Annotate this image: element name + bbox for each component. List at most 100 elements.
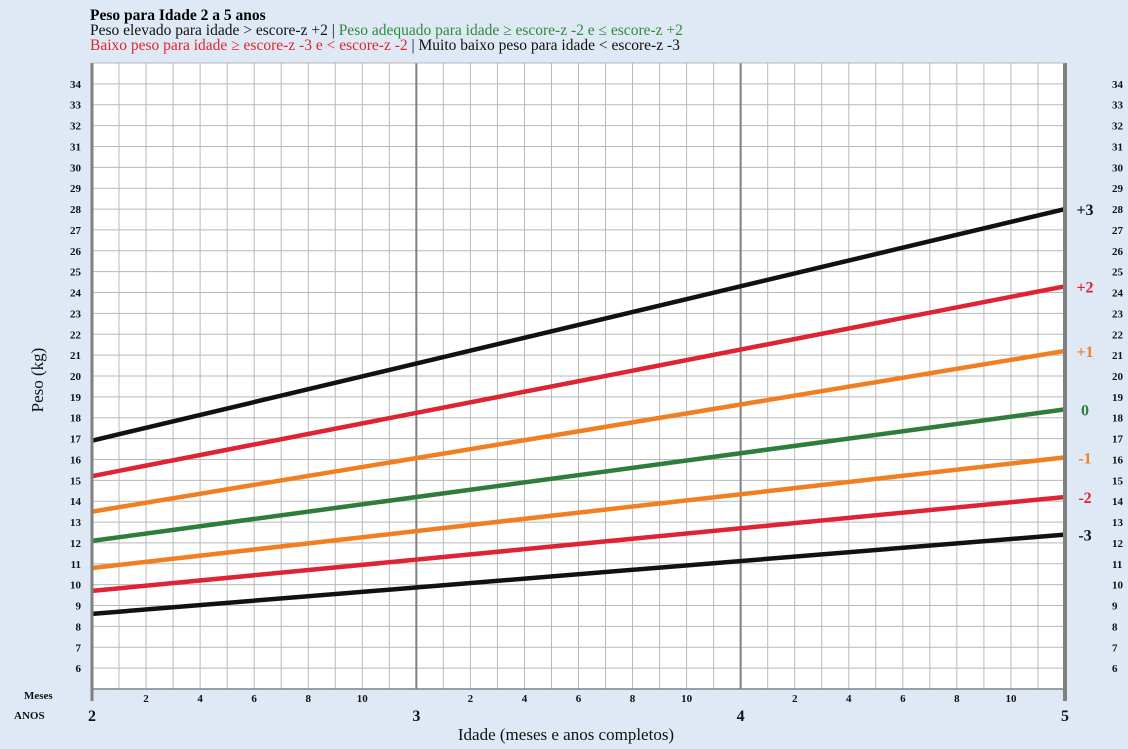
y-tick-label: 27 [1112, 225, 1124, 237]
y-tick-label: 14 [1112, 496, 1124, 508]
y-tick-label: 9 [1112, 601, 1118, 613]
legend-adequate-weight: Peso adequado para idade ≥ escore-z -2 e… [338, 22, 683, 39]
y-tick-label: 9 [76, 601, 82, 613]
x-tick-label-month: 6 [900, 693, 906, 705]
y-tick-label: 16 [70, 454, 82, 466]
y-tick-label: 21 [70, 350, 81, 362]
y-tick-label: 6 [76, 663, 82, 675]
x-tick-label-year: 3 [412, 708, 420, 725]
y-tick-label: 32 [1112, 121, 1124, 133]
y-tick-label: 27 [70, 225, 82, 237]
x-tick-label-month: 2 [143, 693, 149, 705]
y-tick-label: 22 [70, 329, 82, 341]
x-tick-label-month: 4 [522, 693, 528, 705]
y-tick-label: 12 [1112, 538, 1124, 550]
x-tick-label-month: 2 [792, 693, 798, 705]
z-score-line [91, 284, 1066, 479]
y-tick-label: 33 [70, 100, 82, 112]
chart-header: Peso para Idade 2 a 5 anos Peso elevado … [90, 7, 683, 54]
y-tick-label: 34 [1112, 79, 1124, 91]
y-tick-label: 19 [1112, 392, 1124, 404]
y-tick-label: 11 [71, 559, 81, 571]
y-tick-label: 22 [1112, 329, 1124, 341]
x-tick-label-month: 6 [251, 693, 257, 705]
x-tick-label-month: 8 [305, 693, 311, 705]
legend-line-1: Peso elevado para idade > escore-z +2 | … [90, 22, 683, 39]
x-tick-label-year: 2 [88, 708, 96, 725]
y-tick-label: 33 [1112, 100, 1124, 112]
y-tick-label: 10 [1112, 580, 1124, 592]
y-tick-label: 23 [1112, 308, 1124, 320]
x-tick-labels: 2 4 6 8 10 2 4 6 8 10 2 4 6 8 10 2 3 4 5 [88, 693, 1069, 725]
y-tick-label: 20 [70, 371, 82, 383]
y-tick-label: 32 [70, 121, 82, 133]
y-tick-label: 31 [70, 141, 81, 153]
z-score-line [91, 407, 1066, 544]
z-score-line [91, 494, 1066, 594]
y-tick-label: 20 [1112, 371, 1124, 383]
legend-very-low-weight: Muito baixo peso para idade < escore-z -… [418, 37, 680, 54]
y-tick-label: 10 [70, 580, 82, 592]
y-tick-label: 26 [1112, 246, 1124, 258]
y-tick-label: 30 [1112, 162, 1124, 174]
y-tick-label: 8 [1112, 621, 1118, 633]
y-tick-label: 18 [70, 413, 82, 425]
z-score-label: -1 [1078, 450, 1091, 467]
y-tick-labels-left: 6 7 8 9 10 11 12 13 14 15 16 17 18 19 20 21 22 23 24 25 26 27… [70, 79, 82, 675]
y-tick-label: 17 [1112, 434, 1124, 446]
chart-series [91, 206, 1066, 617]
y-tick-label: 17 [70, 434, 82, 446]
y-tick-label: 30 [70, 162, 82, 174]
x-axis-title: Idade (meses e anos completos) [458, 725, 674, 744]
y-tick-label: 16 [1112, 454, 1124, 466]
y-tick-label: 24 [70, 288, 82, 300]
x-tick-label-month: 4 [197, 693, 203, 705]
legend-low-weight: Baixo peso para idade ≥ escore-z -3 e < … [90, 37, 408, 54]
x-tick-label-year: 5 [1061, 708, 1069, 725]
y-tick-label: 29 [1112, 183, 1124, 195]
y-tick-label: 13 [70, 517, 82, 529]
y-tick-label: 21 [1112, 350, 1123, 362]
chart-title: Peso para Idade 2 a 5 anos [90, 7, 266, 24]
y-tick-label: 31 [1112, 141, 1123, 153]
x-tick-label-month: 2 [468, 693, 474, 705]
z-score-labels: +3 +2 +1 0 -1 -2 -3 [1076, 202, 1093, 545]
y-tick-label: 29 [70, 183, 82, 195]
y-tick-label: 8 [76, 621, 82, 633]
y-tick-label: 18 [1112, 413, 1124, 425]
y-tick-label: 15 [1112, 475, 1124, 487]
y-tick-label: 23 [70, 308, 82, 320]
z-score-label: -3 [1078, 528, 1091, 545]
y-tick-label: 15 [70, 475, 82, 487]
z-score-label: +3 [1076, 202, 1093, 219]
legend-high-weight: Peso elevado para idade > escore-z +2 [90, 22, 328, 39]
y-tick-label: 24 [1112, 288, 1124, 300]
y-tick-label: 12 [70, 538, 82, 550]
y-tick-label: 7 [1112, 642, 1118, 654]
y-tick-label: 19 [70, 392, 82, 404]
chart-frame [90, 62, 1067, 701]
y-tick-label: 25 [70, 267, 82, 279]
legend-line-2: Baixo peso para idade ≥ escore-z -3 e < … [90, 37, 683, 54]
x-tick-label-year: 4 [737, 708, 745, 725]
years-row-label: ANOS [14, 710, 45, 722]
y-tick-label: 14 [70, 496, 82, 508]
z-score-line [91, 455, 1066, 571]
y-tick-label: 13 [1112, 517, 1124, 529]
z-score-line [91, 532, 1066, 617]
z-score-label: -2 [1078, 490, 1091, 507]
months-row-label: Meses [24, 690, 53, 702]
y-tick-label: 25 [1112, 267, 1124, 279]
y-tick-label: 11 [1112, 559, 1122, 571]
z-score-line [91, 206, 1066, 443]
y-axis-title: Peso (kg) [28, 348, 47, 413]
y-tick-label: 7 [76, 642, 82, 654]
x-tick-label-month: 10 [681, 693, 693, 705]
y-tick-label: 34 [70, 79, 82, 91]
y-tick-labels-right: 6 7 8 9 10 11 12 13 14 15 16 17 18 19 20 21 22 23 24 25 26 27… [1112, 79, 1124, 675]
z-score-label: 0 [1081, 402, 1089, 419]
x-tick-label-month: 6 [576, 693, 582, 705]
x-tick-label-month: 10 [357, 693, 369, 705]
y-tick-label: 26 [70, 246, 82, 258]
